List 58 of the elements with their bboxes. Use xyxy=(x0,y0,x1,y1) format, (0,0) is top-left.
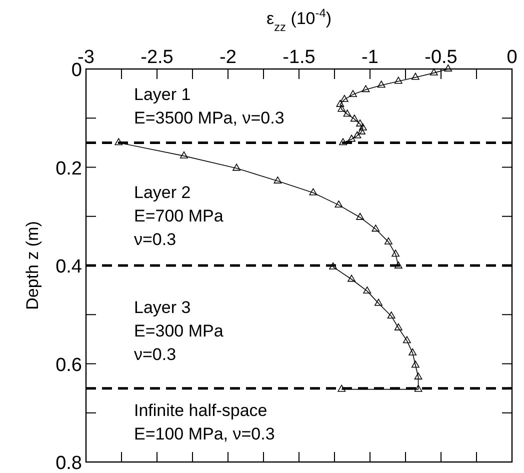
point xyxy=(411,360,420,368)
point xyxy=(356,212,364,220)
point xyxy=(394,76,402,84)
point xyxy=(402,336,411,344)
point xyxy=(114,138,123,146)
x-tick-label: -2.5 xyxy=(140,47,174,68)
point xyxy=(411,72,420,80)
x-tick-label: -2 xyxy=(220,47,236,68)
point xyxy=(232,164,240,171)
point xyxy=(394,323,402,330)
x-tick-label: -1.5 xyxy=(282,47,316,68)
point xyxy=(348,90,357,98)
point xyxy=(334,200,343,208)
point xyxy=(336,100,344,107)
point xyxy=(387,312,396,319)
y-tick-label: 0.6 xyxy=(56,354,82,376)
point xyxy=(356,120,364,126)
point xyxy=(414,384,422,392)
point xyxy=(309,188,318,196)
point xyxy=(350,114,358,122)
point xyxy=(339,138,347,146)
point xyxy=(343,110,352,117)
annotation: Layer 2 E=700 MPa ν=0.3 xyxy=(134,183,224,249)
point xyxy=(353,131,362,138)
annotation: Infinite half-space E=100 MPa, ν=0.3 xyxy=(134,401,275,444)
point xyxy=(384,237,392,244)
y-tick-label: 0.8 xyxy=(56,453,82,473)
point xyxy=(329,262,338,270)
point xyxy=(274,176,282,184)
point xyxy=(363,286,372,294)
point xyxy=(408,348,417,356)
point xyxy=(414,372,422,380)
point xyxy=(338,104,346,112)
point xyxy=(338,384,346,392)
point xyxy=(348,134,356,142)
point xyxy=(358,123,367,130)
y-tick-label: 0.4 xyxy=(56,256,82,278)
x-tick-label: -1 xyxy=(362,47,378,68)
point xyxy=(362,85,370,92)
x-tick-label: -0.5 xyxy=(424,47,458,68)
point xyxy=(340,94,348,102)
annotation: Layer 1 E=3500 MPa, ν=0.3 xyxy=(134,85,284,128)
point xyxy=(374,298,382,306)
x-axis-title: ε$_{zz}$ (10$^{-4}$) xyxy=(266,6,332,34)
point xyxy=(372,224,380,232)
y-tick-label: 0 xyxy=(71,60,82,81)
y-axis-title: Depth z (m) xyxy=(23,221,42,310)
y-tick-label: 0.2 xyxy=(56,158,82,180)
point xyxy=(430,68,438,76)
point xyxy=(377,80,386,88)
point xyxy=(444,64,452,72)
point xyxy=(348,274,356,282)
x-tick-label: 0 xyxy=(506,47,518,68)
point xyxy=(392,250,400,257)
point xyxy=(394,261,402,268)
point xyxy=(180,151,188,158)
point xyxy=(358,127,366,134)
annotation: Layer 3 E=300 MPa ν=0.3 xyxy=(134,298,224,364)
